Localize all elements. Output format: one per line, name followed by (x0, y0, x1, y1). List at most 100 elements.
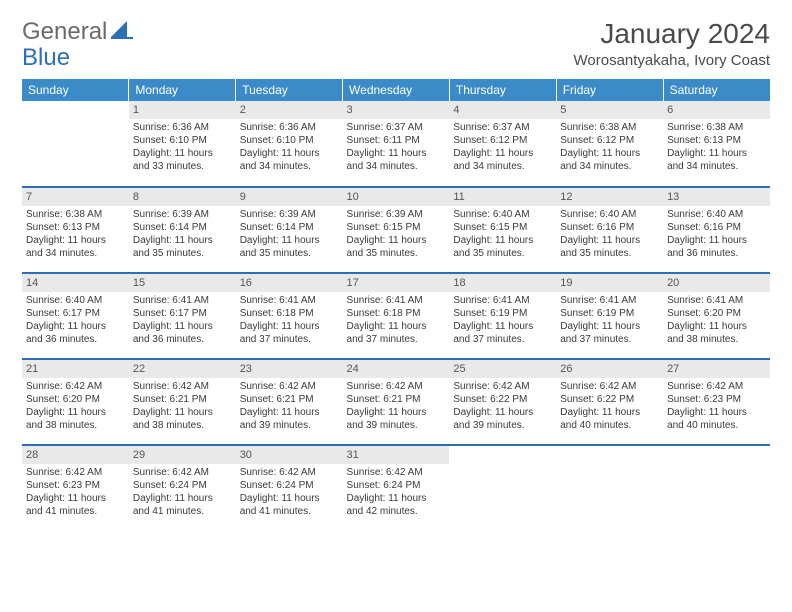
calendar-week: 14Sunrise: 6:40 AMSunset: 6:17 PMDayligh… (22, 273, 770, 359)
day-header: Thursday (449, 79, 556, 101)
day-info: Sunrise: 6:41 AMSunset: 6:17 PMDaylight:… (129, 292, 236, 348)
sunrise-line: Sunrise: 6:41 AM (240, 294, 339, 307)
day-info: Sunrise: 6:42 AMSunset: 6:21 PMDaylight:… (129, 378, 236, 434)
day-number: 14 (22, 274, 129, 292)
day-header-row: SundayMondayTuesdayWednesdayThursdayFrid… (22, 79, 770, 101)
sunrise-line: Sunrise: 6:42 AM (347, 380, 446, 393)
day-number: 11 (449, 188, 556, 206)
sunrise-line: Sunrise: 6:38 AM (560, 121, 659, 134)
day-info: Sunrise: 6:40 AMSunset: 6:17 PMDaylight:… (22, 292, 129, 348)
sunset-line: Sunset: 6:14 PM (133, 221, 232, 234)
daylight-line: Daylight: 11 hours and 35 minutes. (453, 234, 552, 260)
title-block: January 2024 Worosantyakaha, Ivory Coast (574, 18, 770, 69)
day-info: Sunrise: 6:42 AMSunset: 6:22 PMDaylight:… (556, 378, 663, 434)
day-info: Sunrise: 6:40 AMSunset: 6:16 PMDaylight:… (663, 206, 770, 262)
calendar-cell: 25Sunrise: 6:42 AMSunset: 6:22 PMDayligh… (449, 359, 556, 445)
day-number: 31 (343, 446, 450, 464)
day-header: Saturday (663, 79, 770, 101)
calendar-cell: 18Sunrise: 6:41 AMSunset: 6:19 PMDayligh… (449, 273, 556, 359)
header: General January 2024 Worosantyakaha, Ivo… (22, 18, 770, 69)
day-info: Sunrise: 6:39 AMSunset: 6:14 PMDaylight:… (129, 206, 236, 262)
calendar-cell: 7Sunrise: 6:38 AMSunset: 6:13 PMDaylight… (22, 187, 129, 273)
calendar-cell: 3Sunrise: 6:37 AMSunset: 6:11 PMDaylight… (343, 101, 450, 187)
sunset-line: Sunset: 6:11 PM (347, 134, 446, 147)
calendar-cell: 14Sunrise: 6:40 AMSunset: 6:17 PMDayligh… (22, 273, 129, 359)
sunset-line: Sunset: 6:20 PM (26, 393, 125, 406)
day-info: Sunrise: 6:36 AMSunset: 6:10 PMDaylight:… (129, 119, 236, 175)
day-number: 15 (129, 274, 236, 292)
sunset-line: Sunset: 6:22 PM (560, 393, 659, 406)
calendar-cell: . (663, 445, 770, 531)
daylight-line: Daylight: 11 hours and 39 minutes. (240, 406, 339, 432)
day-number: 12 (556, 188, 663, 206)
day-number: 21 (22, 360, 129, 378)
sunrise-line: Sunrise: 6:40 AM (453, 208, 552, 221)
daylight-line: Daylight: 11 hours and 35 minutes. (133, 234, 232, 260)
day-info: Sunrise: 6:40 AMSunset: 6:15 PMDaylight:… (449, 206, 556, 262)
daylight-line: Daylight: 11 hours and 36 minutes. (133, 320, 232, 346)
calendar-cell: 23Sunrise: 6:42 AMSunset: 6:21 PMDayligh… (236, 359, 343, 445)
sunset-line: Sunset: 6:23 PM (26, 479, 125, 492)
sunset-line: Sunset: 6:24 PM (347, 479, 446, 492)
day-info: Sunrise: 6:42 AMSunset: 6:20 PMDaylight:… (22, 378, 129, 434)
sunset-line: Sunset: 6:13 PM (667, 134, 766, 147)
daylight-line: Daylight: 11 hours and 39 minutes. (347, 406, 446, 432)
day-number: 17 (343, 274, 450, 292)
sunrise-line: Sunrise: 6:40 AM (667, 208, 766, 221)
day-info: Sunrise: 6:41 AMSunset: 6:18 PMDaylight:… (236, 292, 343, 348)
sunset-line: Sunset: 6:10 PM (240, 134, 339, 147)
daylight-line: Daylight: 11 hours and 35 minutes. (240, 234, 339, 260)
day-info: Sunrise: 6:41 AMSunset: 6:19 PMDaylight:… (449, 292, 556, 348)
calendar-cell: 12Sunrise: 6:40 AMSunset: 6:16 PMDayligh… (556, 187, 663, 273)
day-info: Sunrise: 6:41 AMSunset: 6:20 PMDaylight:… (663, 292, 770, 348)
day-info: Sunrise: 6:42 AMSunset: 6:23 PMDaylight:… (22, 464, 129, 520)
daylight-line: Daylight: 11 hours and 42 minutes. (347, 492, 446, 518)
calendar-cell: 8Sunrise: 6:39 AMSunset: 6:14 PMDaylight… (129, 187, 236, 273)
sunrise-line: Sunrise: 6:39 AM (347, 208, 446, 221)
calendar-cell: 26Sunrise: 6:42 AMSunset: 6:22 PMDayligh… (556, 359, 663, 445)
sunset-line: Sunset: 6:16 PM (667, 221, 766, 234)
daylight-line: Daylight: 11 hours and 35 minutes. (560, 234, 659, 260)
day-info: Sunrise: 6:36 AMSunset: 6:10 PMDaylight:… (236, 119, 343, 175)
daylight-line: Daylight: 11 hours and 34 minutes. (240, 147, 339, 173)
location-title: Worosantyakaha, Ivory Coast (574, 52, 770, 69)
day-number: 25 (449, 360, 556, 378)
day-number: 30 (236, 446, 343, 464)
sunrise-line: Sunrise: 6:40 AM (26, 294, 125, 307)
sunrise-line: Sunrise: 6:40 AM (560, 208, 659, 221)
sunset-line: Sunset: 6:10 PM (133, 134, 232, 147)
day-number: 4 (449, 101, 556, 119)
sunrise-line: Sunrise: 6:39 AM (133, 208, 232, 221)
sunrise-line: Sunrise: 6:42 AM (133, 380, 232, 393)
sunset-line: Sunset: 6:21 PM (133, 393, 232, 406)
daylight-line: Daylight: 11 hours and 34 minutes. (667, 147, 766, 173)
calendar-week: .1Sunrise: 6:36 AMSunset: 6:10 PMDayligh… (22, 101, 770, 187)
sunrise-line: Sunrise: 6:42 AM (240, 466, 339, 479)
calendar-cell: 17Sunrise: 6:41 AMSunset: 6:18 PMDayligh… (343, 273, 450, 359)
calendar-cell: 4Sunrise: 6:37 AMSunset: 6:12 PMDaylight… (449, 101, 556, 187)
logo-text-general: General (22, 18, 107, 46)
day-header: Monday (129, 79, 236, 101)
day-info: Sunrise: 6:42 AMSunset: 6:23 PMDaylight:… (663, 378, 770, 434)
calendar-week: 7Sunrise: 6:38 AMSunset: 6:13 PMDaylight… (22, 187, 770, 273)
day-number: 16 (236, 274, 343, 292)
sunset-line: Sunset: 6:21 PM (347, 393, 446, 406)
sunrise-line: Sunrise: 6:42 AM (560, 380, 659, 393)
daylight-line: Daylight: 11 hours and 38 minutes. (133, 406, 232, 432)
calendar-week: 21Sunrise: 6:42 AMSunset: 6:20 PMDayligh… (22, 359, 770, 445)
day-number: 20 (663, 274, 770, 292)
daylight-line: Daylight: 11 hours and 37 minutes. (453, 320, 552, 346)
daylight-line: Daylight: 11 hours and 38 minutes. (667, 320, 766, 346)
day-info: Sunrise: 6:42 AMSunset: 6:22 PMDaylight:… (449, 378, 556, 434)
sunset-line: Sunset: 6:18 PM (240, 307, 339, 320)
day-number: 23 (236, 360, 343, 378)
day-number: 5 (556, 101, 663, 119)
sunrise-line: Sunrise: 6:38 AM (667, 121, 766, 134)
day-header: Wednesday (343, 79, 450, 101)
day-info: Sunrise: 6:40 AMSunset: 6:16 PMDaylight:… (556, 206, 663, 262)
day-header: Friday (556, 79, 663, 101)
calendar-cell: . (22, 101, 129, 187)
calendar-cell: 13Sunrise: 6:40 AMSunset: 6:16 PMDayligh… (663, 187, 770, 273)
daylight-line: Daylight: 11 hours and 39 minutes. (453, 406, 552, 432)
day-number: 29 (129, 446, 236, 464)
